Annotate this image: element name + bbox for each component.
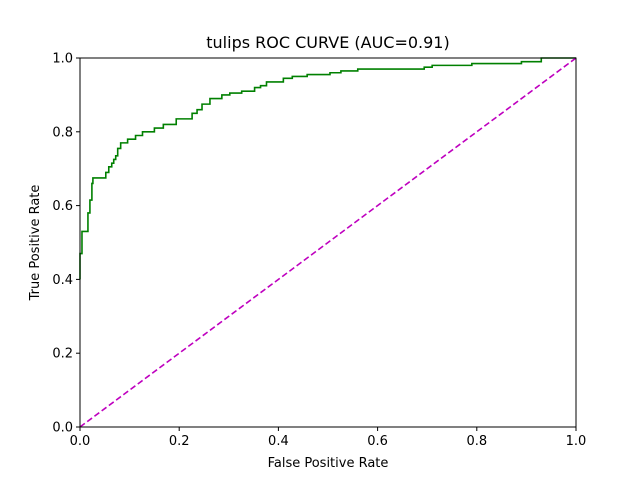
y-tick-label: 1.0: [52, 52, 73, 67]
x-tick-label: 0.2: [169, 434, 190, 449]
roc-curve-line: [79, 57, 576, 280]
x-tick-label: 0.0: [70, 434, 91, 449]
y-tick-label: 0.6: [52, 199, 73, 214]
chart-title: tulips ROC CURVE (AUC=0.91): [206, 33, 449, 52]
x-axis-label: False Positive Rate: [268, 456, 389, 471]
x-tick-label: 1.0: [566, 434, 587, 449]
y-tick-label: 0.2: [52, 347, 73, 362]
y-tick-label: 0.8: [52, 125, 73, 140]
x-tick-label: 0.6: [367, 434, 388, 449]
x-tick-label: 0.4: [268, 434, 289, 449]
y-axis-ticks: 0.0 0.2 0.4 0.6 0.8 1.0: [52, 52, 80, 436]
y-tick-label: 0.0: [52, 421, 73, 436]
series-layer: [79, 57, 577, 428]
y-axis-label: True Positive Rate: [28, 185, 43, 302]
y-tick-label: 0.4: [52, 273, 73, 288]
plot-frame: [79, 57, 577, 428]
x-tick-label: 0.8: [466, 434, 487, 449]
chance-diagonal-line: [79, 57, 577, 428]
x-axis-ticks: 0.0 0.2 0.4 0.6 0.8 1.0: [70, 427, 587, 449]
